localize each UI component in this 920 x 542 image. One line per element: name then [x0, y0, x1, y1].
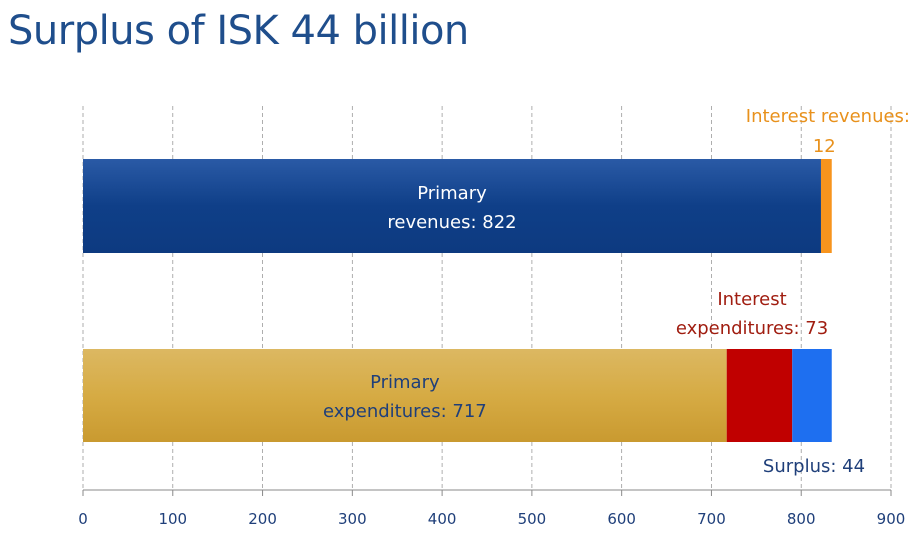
bar-surplus — [792, 349, 832, 442]
label-primary-expenditures-line2: expenditures: 717 — [323, 401, 487, 422]
data-labels: Primary revenues: 822 Interest revenues: 12… — [323, 106, 910, 477]
bar-interest-expenditures — [726, 349, 793, 442]
x-tick-label: 200 — [248, 510, 277, 528]
x-tick-label: 300 — [338, 510, 367, 528]
bar-primary-expenditures — [83, 349, 727, 442]
bar-primary-revenues — [83, 159, 821, 253]
label-primary-expenditures-line1: Primary — [370, 372, 440, 393]
label-primary-revenues-line1: Primary — [417, 183, 487, 204]
x-tick-label: 0 — [78, 510, 88, 528]
x-tick-label: 600 — [607, 510, 636, 528]
x-axis: 0 100 200 300 400 500 600 700 800 900 — [78, 489, 906, 528]
x-tick-label: 400 — [428, 510, 457, 528]
x-tick-label: 800 — [787, 510, 816, 528]
label-interest-revenues-line2: 12 — [813, 136, 836, 157]
x-tick-label: 100 — [158, 510, 187, 528]
bars — [83, 159, 832, 442]
label-primary-revenues-line2: revenues: 822 — [387, 212, 516, 233]
bar-interest-revenues — [820, 159, 832, 253]
label-interest-revenues-line1: Interest revenues: — [746, 106, 910, 127]
x-tick-label: 700 — [697, 510, 726, 528]
page-title: Surplus of ISK 44 billion — [8, 8, 469, 54]
label-interest-expenditures-line2: expenditures: 73 — [676, 318, 828, 339]
label-surplus: Surplus: 44 — [763, 456, 865, 477]
label-interest-expenditures-line1: Interest — [717, 289, 786, 310]
x-tick-label: 900 — [877, 510, 906, 528]
x-tick-label: 500 — [518, 510, 547, 528]
